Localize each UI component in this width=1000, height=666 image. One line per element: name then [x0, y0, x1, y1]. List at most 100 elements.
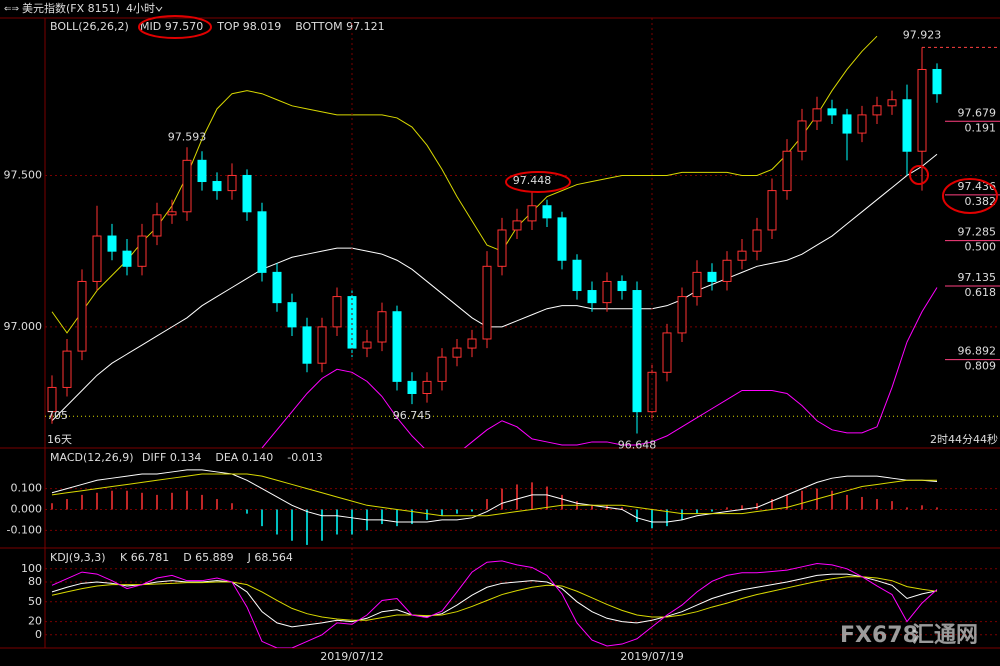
candle-body [77, 280, 87, 352]
watermark: 汇通网 [912, 623, 978, 648]
candle-body [737, 250, 747, 261]
indicator-line [51, 153, 938, 422]
candle-body [167, 211, 177, 216]
candle-body [557, 217, 567, 261]
legend-entry: DEA 0.140 [215, 451, 273, 464]
candle-body [407, 380, 417, 394]
indicator-line [51, 469, 938, 523]
candle-body [182, 159, 192, 213]
highlight-circle [505, 171, 571, 193]
candle-body [512, 220, 522, 231]
indicator-name: BOLL(26,26,2) [50, 20, 129, 33]
y-tick-label: 20 [28, 615, 42, 628]
candle-body [317, 326, 327, 364]
reference-label: 705 [47, 409, 68, 422]
fib-price: 97.436 [958, 180, 997, 193]
candle-body [527, 205, 537, 222]
candle-body [152, 214, 162, 237]
candle-body [797, 120, 807, 152]
fib-ratio: 0.618 [965, 286, 997, 299]
fib-ratio: 0.500 [965, 241, 997, 254]
candle-body [662, 332, 672, 373]
footer-text: 2时44分44秒 [930, 432, 998, 446]
panel [45, 469, 1000, 545]
candle-body [767, 190, 777, 231]
legend-entry: -0.013 [287, 451, 322, 464]
legend-entry: BOTTOM 97.121 [295, 20, 384, 33]
candle-body [887, 99, 897, 107]
y-tick-label: 80 [28, 575, 42, 588]
candle-body [482, 265, 492, 340]
candle-body [917, 68, 927, 152]
candle-body [272, 271, 282, 304]
candle-body [857, 114, 867, 134]
indicator-line [261, 287, 938, 448]
candle-body [497, 229, 507, 267]
candle-body [332, 296, 342, 328]
y-tick-label: 0 [35, 628, 42, 641]
legend-entry: K 66.781 [120, 551, 169, 564]
candle-body [812, 108, 822, 122]
footer-text: 16天 [47, 433, 72, 446]
price-annotation: 97.923 [903, 28, 942, 41]
candle-body [692, 271, 702, 298]
candle-body [752, 229, 762, 252]
legend-entry: DIFF 0.134 [142, 451, 201, 464]
candle-body [452, 347, 462, 358]
fib-ratio: 0.191 [965, 121, 997, 134]
y-tick-label: 0.100 [11, 482, 43, 495]
candle-body [872, 105, 882, 116]
candle-body [122, 250, 132, 267]
candle-body [647, 371, 657, 413]
indicator-line [51, 576, 938, 621]
candle-body [227, 174, 237, 192]
legend-entry: J 68.564 [247, 551, 293, 564]
candle-body [572, 259, 582, 292]
price-annotation: 97.448 [513, 174, 552, 187]
fib-price: 97.285 [958, 226, 997, 239]
candle-body [677, 296, 687, 334]
candle-body [107, 235, 117, 252]
panel [45, 35, 1000, 448]
candle-body [47, 386, 57, 413]
y-tick-label: 100 [21, 562, 42, 575]
fib-price: 96.892 [958, 345, 997, 358]
candle-body [437, 356, 447, 382]
candle-body [617, 280, 627, 292]
fib-ratio: 0.809 [965, 360, 997, 373]
dropdown-chevron[interactable] [155, 6, 163, 12]
candle-body [707, 271, 717, 282]
symbol-title[interactable]: 美元指数(FX 8151) [22, 1, 120, 15]
watermark: FX678 [840, 623, 918, 648]
candle-body [212, 181, 222, 192]
legend-entry: D 65.889 [183, 551, 233, 564]
candle-body [242, 174, 252, 213]
highlight-circle [138, 15, 212, 39]
indicator-name: KDJ(9,3,3) [50, 551, 106, 564]
highlight-circle [942, 178, 998, 214]
highlight-circle [909, 165, 929, 185]
candle-body [377, 311, 387, 343]
plot-layer: 97.500 97.000 BOLL(26,26,2) MID 97.570 TOP 9… [4, 18, 1000, 663]
period-selector[interactable]: 4小时 [126, 2, 155, 15]
candle-body [902, 99, 912, 152]
candle-body [932, 68, 942, 95]
candle-body [422, 380, 432, 394]
candle-body [302, 326, 312, 364]
legend-entry: MID 97.570 [140, 20, 203, 33]
candle-body [587, 290, 597, 304]
price-annotation: 97.593 [168, 130, 207, 143]
candle-body [392, 311, 402, 382]
y-tick-label: 97.000 [4, 320, 43, 333]
indicator-line [51, 573, 938, 628]
candle-body [362, 341, 372, 349]
fib-ratio: 0.382 [965, 195, 997, 208]
y-tick-label: -0.100 [7, 523, 42, 536]
nav-icon[interactable]: ⇐⇒ [4, 5, 20, 15]
candle-body [287, 302, 297, 328]
indicator-line [51, 560, 938, 648]
legend-entry: TOP 98.019 [216, 20, 281, 33]
price-annotation: 96.648 [618, 438, 657, 451]
